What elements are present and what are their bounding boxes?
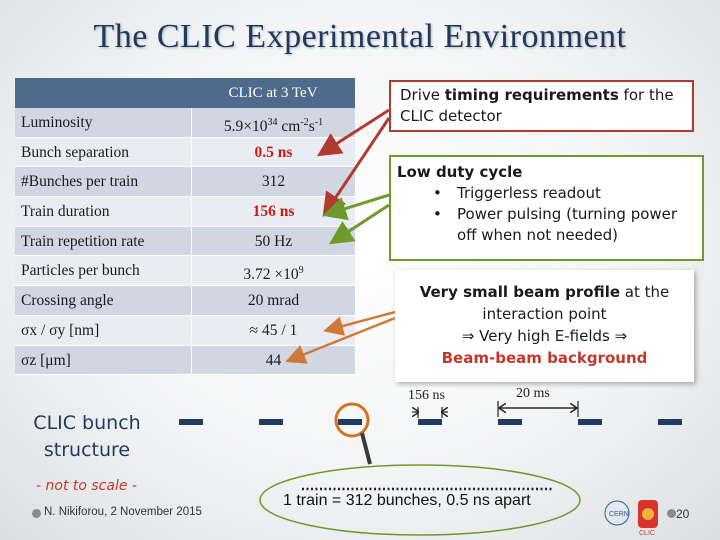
- train-highlight-ellipse: [259, 464, 581, 536]
- table-header-label: CLIC at 3 TeV: [228, 85, 318, 101]
- bunch-train-mark: [418, 419, 442, 425]
- bunch-train-mark: [179, 419, 203, 425]
- parameter-value: 20 mrad: [191, 286, 355, 315]
- table-row: Crossing angle 20 mrad: [15, 286, 355, 316]
- parameter-label: Crossing angle: [15, 286, 191, 315]
- table-row: Luminosity 5.9×1034 cm-2s-1: [15, 108, 355, 138]
- parameter-value: 50 Hz: [191, 226, 355, 256]
- svg-text:CLIC: CLIC: [639, 530, 655, 537]
- parameter-label: #Bunches per train: [15, 167, 191, 197]
- bunch-train-mark: [658, 419, 682, 425]
- duty-bullet-text: Triggerless readout: [457, 184, 601, 202]
- parameter-value: 312: [191, 167, 355, 197]
- author-date: N. Nikiforou, 2 November 2015: [44, 506, 202, 518]
- parameter-label: Bunch separation: [21, 143, 130, 161]
- duty-bullet: • Triggerless readout: [397, 183, 696, 204]
- scale-note: - not to scale -: [36, 478, 137, 494]
- gap-label: 20 ms: [516, 386, 550, 401]
- table-header: CLIC at 3 TeV: [15, 78, 355, 108]
- table-row: σx / σy [nm] ≈ 45 / 1: [15, 315, 355, 346]
- table-row: Particles per bunch 3.72 ×109: [15, 256, 355, 287]
- parameter-label: σz [μm]: [15, 345, 191, 375]
- magnifier-icon: [334, 402, 372, 465]
- parameter-value: 3.72 ×109: [191, 256, 355, 286]
- train-summary: 1 train = 312 bunches, 0.5 ns apart: [283, 492, 531, 509]
- page-number: 20: [676, 507, 690, 521]
- arrow-to-repetition-rate: [328, 203, 390, 245]
- bunch-train-mark: [578, 419, 602, 425]
- table-row: Bunch separation 0.5 ns: [15, 137, 355, 168]
- arrow-to-bunch-separation: [316, 108, 390, 157]
- arrow-to-train-duration: [322, 117, 391, 217]
- parameter-label: Train repetition rate: [15, 226, 191, 256]
- arrow-to-sigma-z: [285, 316, 396, 364]
- slide-title: The CLIC Experimental Environment: [93, 18, 627, 55]
- duty-bullet-text: Power pulsing (turning power off when no…: [457, 205, 678, 244]
- parameter-value: 5.9×1034 cm-2s-1: [191, 108, 355, 137]
- footer-bullet: [667, 509, 676, 518]
- table-row: #Bunches per train 312: [15, 167, 355, 198]
- footer-bullet: [32, 509, 41, 518]
- duty-bullet: • Power pulsing (turning power off when n…: [397, 204, 696, 246]
- timing-prefix: Drive: [400, 86, 445, 104]
- timing-bold: timing requirements: [444, 86, 619, 104]
- duty-cycle-callout: Low duty cycle • Triggerless readout • Pow…: [389, 155, 704, 261]
- timing-callout: Drive timing requirements for the CLIC d…: [389, 80, 694, 132]
- parameter-value: ≈ 45 / 1: [191, 315, 355, 345]
- efields-line: ⇒ Very high E-fields ⇒: [461, 327, 628, 345]
- bunch-train-mark: [498, 419, 522, 425]
- parameter-value: 44: [191, 345, 355, 375]
- parameter-label: Train duration: [21, 203, 110, 221]
- parameter-value: 0.5 ns: [191, 137, 355, 167]
- bunch-structure-title: CLIC bunch structure: [33, 412, 141, 461]
- parameter-label: Luminosity: [15, 108, 191, 137]
- parameter-label: σx / σy [nm]: [21, 321, 100, 339]
- beam-profile-bold: Very small beam profile: [419, 283, 621, 301]
- clic-logo: CLIC: [638, 500, 658, 537]
- arrow-to-train-duration-green: [322, 193, 390, 221]
- bunch-train-mark: [338, 419, 362, 425]
- table-row: Train repetition rate 50 Hz: [15, 226, 355, 257]
- duty-cycle-title: Low duty cycle: [397, 163, 523, 181]
- parameter-table: CLIC at 3 TeV Luminosity 5.9×1034 cm-2s-1…: [15, 78, 355, 376]
- beam-profile-text: at the interaction point: [482, 283, 670, 323]
- cern-logo: CERN: [604, 500, 630, 526]
- parameter-value: 156 ns: [191, 197, 355, 226]
- timing-suffix: for the CLIC detector: [400, 86, 674, 125]
- train-duration-label: 156 ns: [408, 388, 445, 403]
- beam-beam-background: Beam-beam background: [441, 349, 648, 367]
- parameter-label: Particles per bunch: [21, 262, 140, 280]
- arrow-to-sigma-xy: [323, 310, 396, 336]
- bunch-train-mark: [259, 419, 283, 425]
- table-row: Train duration 156 ns: [15, 197, 355, 227]
- beam-profile-callout: Very small beam profile at the interacti…: [395, 270, 694, 382]
- svg-text:CERN: CERN: [609, 511, 629, 518]
